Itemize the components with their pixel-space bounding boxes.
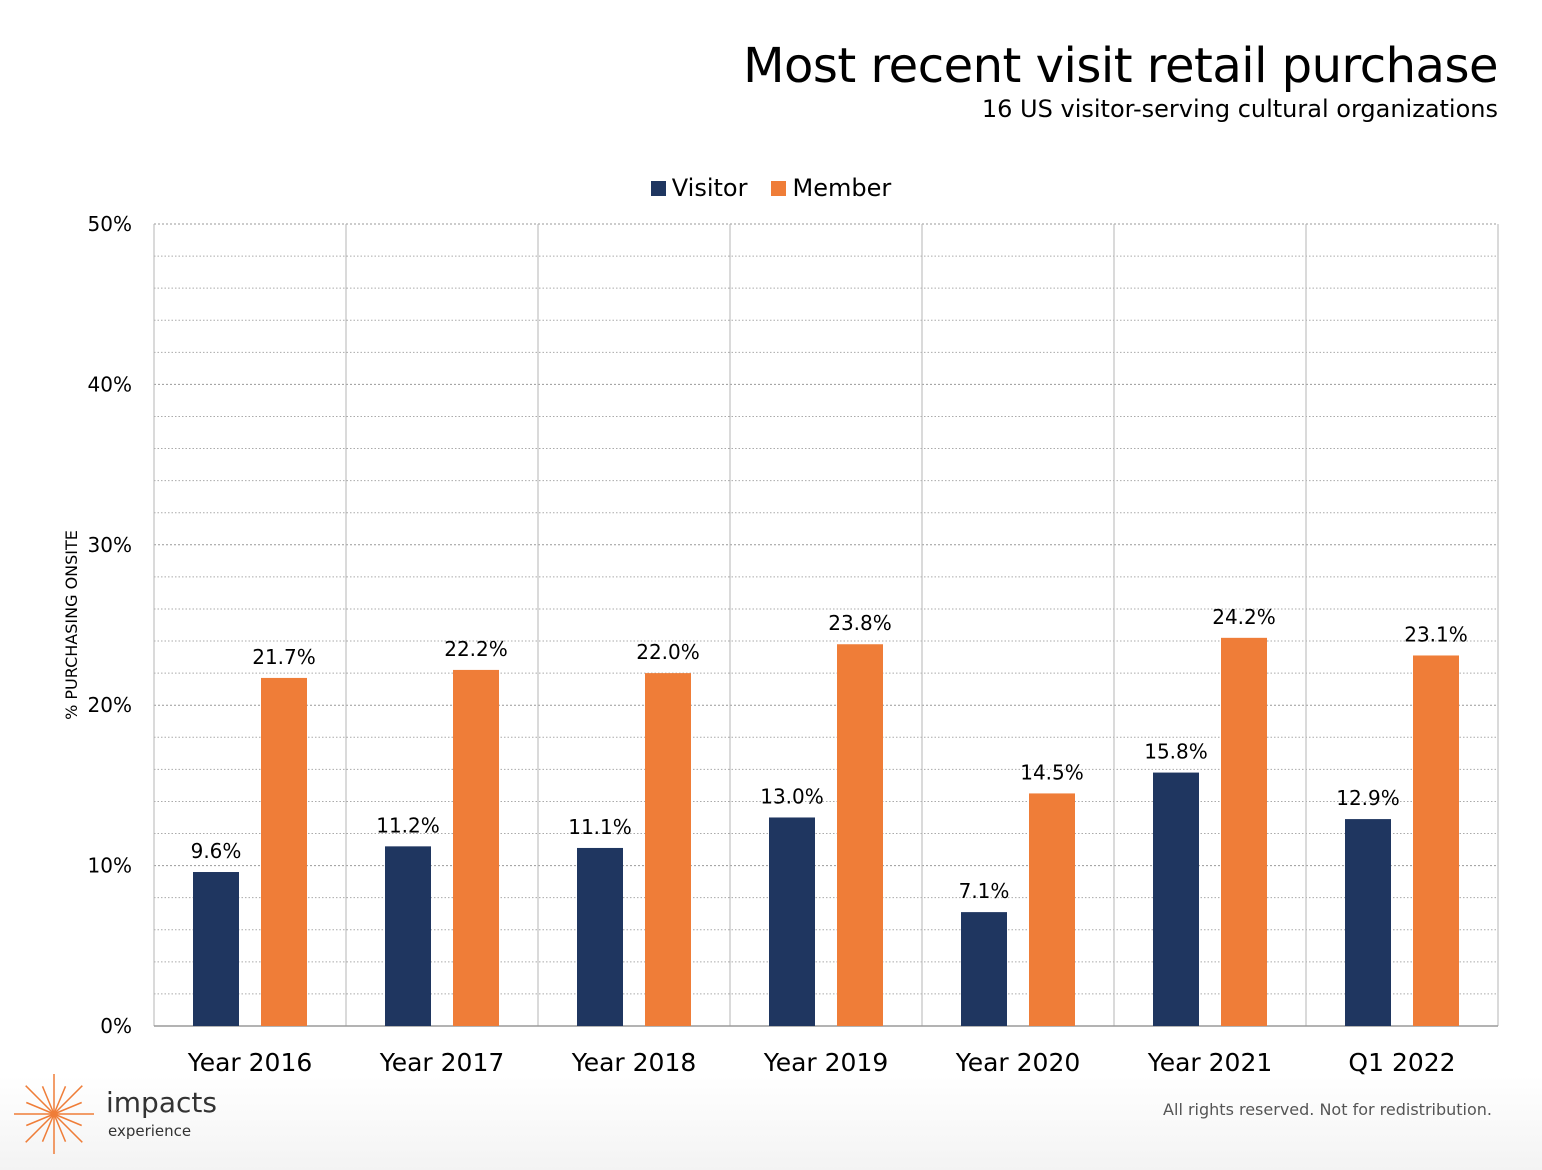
x-tick-label: Year 2021: [1147, 1048, 1273, 1077]
bar-member: [261, 677, 307, 1026]
bar-visitor: [769, 817, 815, 1026]
data-label-member: 22.2%: [444, 637, 508, 661]
bar-visitor: [1153, 772, 1199, 1026]
y-tick-label: 30%: [88, 533, 132, 557]
starburst-icon: [14, 1074, 94, 1154]
x-tick-label: Q1 2022: [1348, 1048, 1455, 1077]
y-tick-label: 50%: [88, 212, 132, 236]
bar-visitor: [193, 872, 239, 1026]
bar-visitor: [1345, 819, 1391, 1026]
data-label-member: 22.0%: [636, 640, 700, 664]
bar-member: [1029, 793, 1075, 1026]
chart-subtitle: 16 US visitor-serving cultural organizat…: [981, 95, 1498, 123]
x-tick-label: Year 2016: [187, 1048, 313, 1077]
data-label-visitor: 11.2%: [376, 813, 440, 837]
bar-member: [837, 644, 883, 1026]
data-label-visitor: 9.6%: [191, 839, 242, 863]
logo-name: impacts: [106, 1086, 217, 1119]
legend-swatch-member: [771, 180, 787, 196]
legend-item-member: Member: [771, 174, 891, 202]
x-tick-label: Year 2020: [955, 1048, 1081, 1077]
y-axis-title: % PURCHASING ONSITE: [62, 530, 81, 720]
legend-swatch-visitor: [650, 180, 666, 196]
logo: impacts experience: [8, 1072, 228, 1162]
data-label-visitor: 7.1%: [959, 879, 1010, 903]
legend-item-visitor: Visitor: [650, 174, 748, 202]
data-label-visitor: 15.8%: [1144, 740, 1208, 764]
data-label-visitor: 11.1%: [568, 815, 632, 839]
bar-visitor: [385, 846, 431, 1026]
x-tick-label: Year 2019: [763, 1048, 889, 1077]
bar-visitor: [961, 912, 1007, 1026]
data-label-visitor: 12.9%: [1336, 786, 1400, 810]
legend: Visitor Member: [0, 174, 1542, 202]
rights-notice: All rights reserved. Not for redistribut…: [1163, 1100, 1492, 1119]
bar-member: [1413, 655, 1459, 1026]
bar-member: [645, 673, 691, 1026]
bar-visitor: [577, 847, 623, 1026]
y-tick-label: 10%: [88, 854, 132, 878]
data-label-member: 23.8%: [828, 611, 892, 635]
bar-member: [453, 669, 499, 1026]
data-label-member: 14.5%: [1020, 760, 1084, 784]
x-tick-label: Year 2018: [571, 1048, 697, 1077]
logo-subtitle: experience: [108, 1122, 192, 1140]
chart-title: Most recent visit retail purchase: [743, 38, 1498, 94]
data-label-member: 21.7%: [252, 645, 316, 669]
data-label-member: 24.2%: [1212, 605, 1276, 629]
legend-label-member: Member: [792, 174, 892, 202]
y-tick-label: 0%: [100, 1014, 132, 1038]
y-tick-label: 20%: [88, 693, 132, 717]
data-label-member: 23.1%: [1404, 622, 1468, 646]
bar-member: [1221, 637, 1267, 1026]
legend-label-visitor: Visitor: [671, 174, 748, 202]
x-tick-label: Year 2017: [379, 1048, 505, 1077]
data-label-visitor: 13.0%: [760, 784, 824, 808]
y-tick-label: 40%: [88, 372, 132, 396]
